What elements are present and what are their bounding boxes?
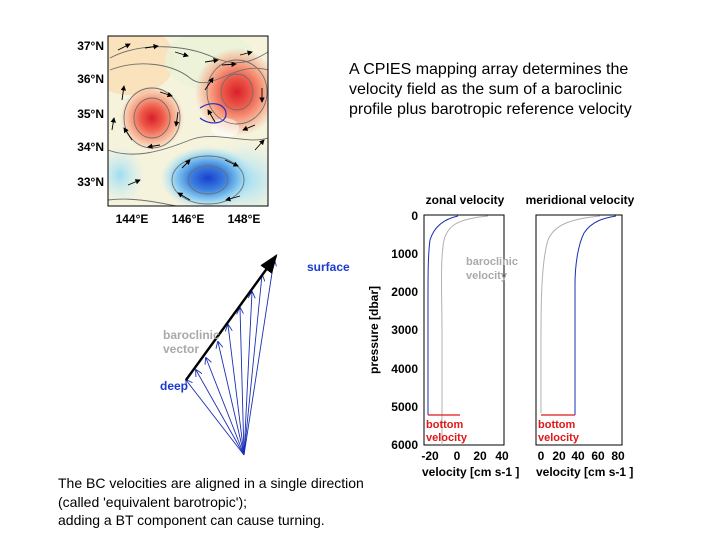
y-tick-4000: 4000 [391, 362, 418, 376]
y-tick-0: 0 [411, 209, 418, 223]
meridional-x-tick-20: 20 [552, 449, 566, 463]
meridional-total-profile [574, 215, 617, 415]
lat-label-36: 36°N [77, 72, 104, 86]
meridional-x-tick-80: 80 [611, 449, 625, 463]
caption-line: adding a BT component can cause turning. [58, 512, 325, 528]
zonal-x-tick-m20: -20 [421, 449, 439, 463]
zonal-x-label: velocity [cm s-1 ] [422, 465, 519, 479]
surface-label: surface [307, 260, 350, 274]
caption-line: The BC velocities are aligned in a singl… [58, 475, 364, 491]
lat-label-37: 37°N [77, 39, 104, 53]
y-tick-5000: 5000 [391, 400, 418, 414]
zonal-panel-frame [423, 214, 505, 446]
deep-label: deep [160, 379, 188, 393]
velocity-vectors [186, 260, 274, 456]
lat-label-33: 33°N [77, 175, 104, 189]
y-tick-6000: 6000 [391, 438, 418, 452]
meridional-title: meridional velocity [526, 193, 635, 207]
lon-label-144: 144°E [116, 212, 149, 226]
caption: The BC velocities are aligned in a singl… [58, 474, 418, 530]
zonal-x-tick-20: 20 [473, 449, 487, 463]
zonal-x-tick-40: 40 [495, 449, 509, 463]
pressure-ticks: 0 1000 2000 3000 4000 5000 6000 [391, 209, 418, 452]
zonal-x-ticks: -20 0 20 40 [421, 449, 509, 463]
ocean-map: 37°N 36°N 35°N 34°N 33°N 144°E 146°E 148… [77, 35, 269, 226]
zonal-title: zonal velocity [426, 193, 505, 207]
meridional-x-tick-0: 0 [538, 449, 545, 463]
intro-text: A CPIES mapping array determines the vel… [349, 61, 632, 118]
meridional-baroclinic-profile [540, 215, 601, 413]
lat-label-35: 35°N [77, 107, 104, 121]
y-tick-1000: 1000 [391, 247, 418, 261]
lon-label-148: 148°E [228, 212, 261, 226]
lat-label-34: 34°N [77, 140, 104, 154]
meridional-x-tick-60: 60 [591, 449, 605, 463]
meridional-panel-frame [535, 214, 623, 446]
meridional-x-label: velocity [cm s-1 ] [536, 465, 633, 479]
zonal-baroclinic-label: baroclinic velocity [466, 256, 518, 282]
y-tick-2000: 2000 [391, 285, 418, 299]
pressure-axis-label: pressure [dbar] [367, 286, 381, 374]
meridional-x-ticks: 0 20 40 60 80 [538, 449, 625, 463]
baroclinic-vector-label: baroclinic vector [163, 328, 220, 356]
velocity-profiles: zonal velocity meridional velocity 0 100… [367, 193, 635, 479]
zonal-total-profile [427, 215, 459, 415]
lon-label-146: 146°E [172, 212, 205, 226]
zonal-baroclinic-profile [441, 215, 489, 445]
meridional-x-tick-40: 40 [571, 449, 585, 463]
baroclinic-vector-arrow [185, 254, 278, 381]
zonal-bottom-label: bottom velocity [426, 419, 468, 444]
caption-line: (called 'equivalent barotropic'); [58, 493, 247, 510]
map-frame [107, 35, 269, 207]
meridional-bottom-label: bottom velocity [538, 419, 580, 444]
zonal-x-tick-0: 0 [454, 449, 461, 463]
map-field [108, 36, 268, 206]
y-tick-3000: 3000 [391, 323, 418, 337]
vector-diagram: surface baroclinic vector deep [160, 254, 350, 456]
